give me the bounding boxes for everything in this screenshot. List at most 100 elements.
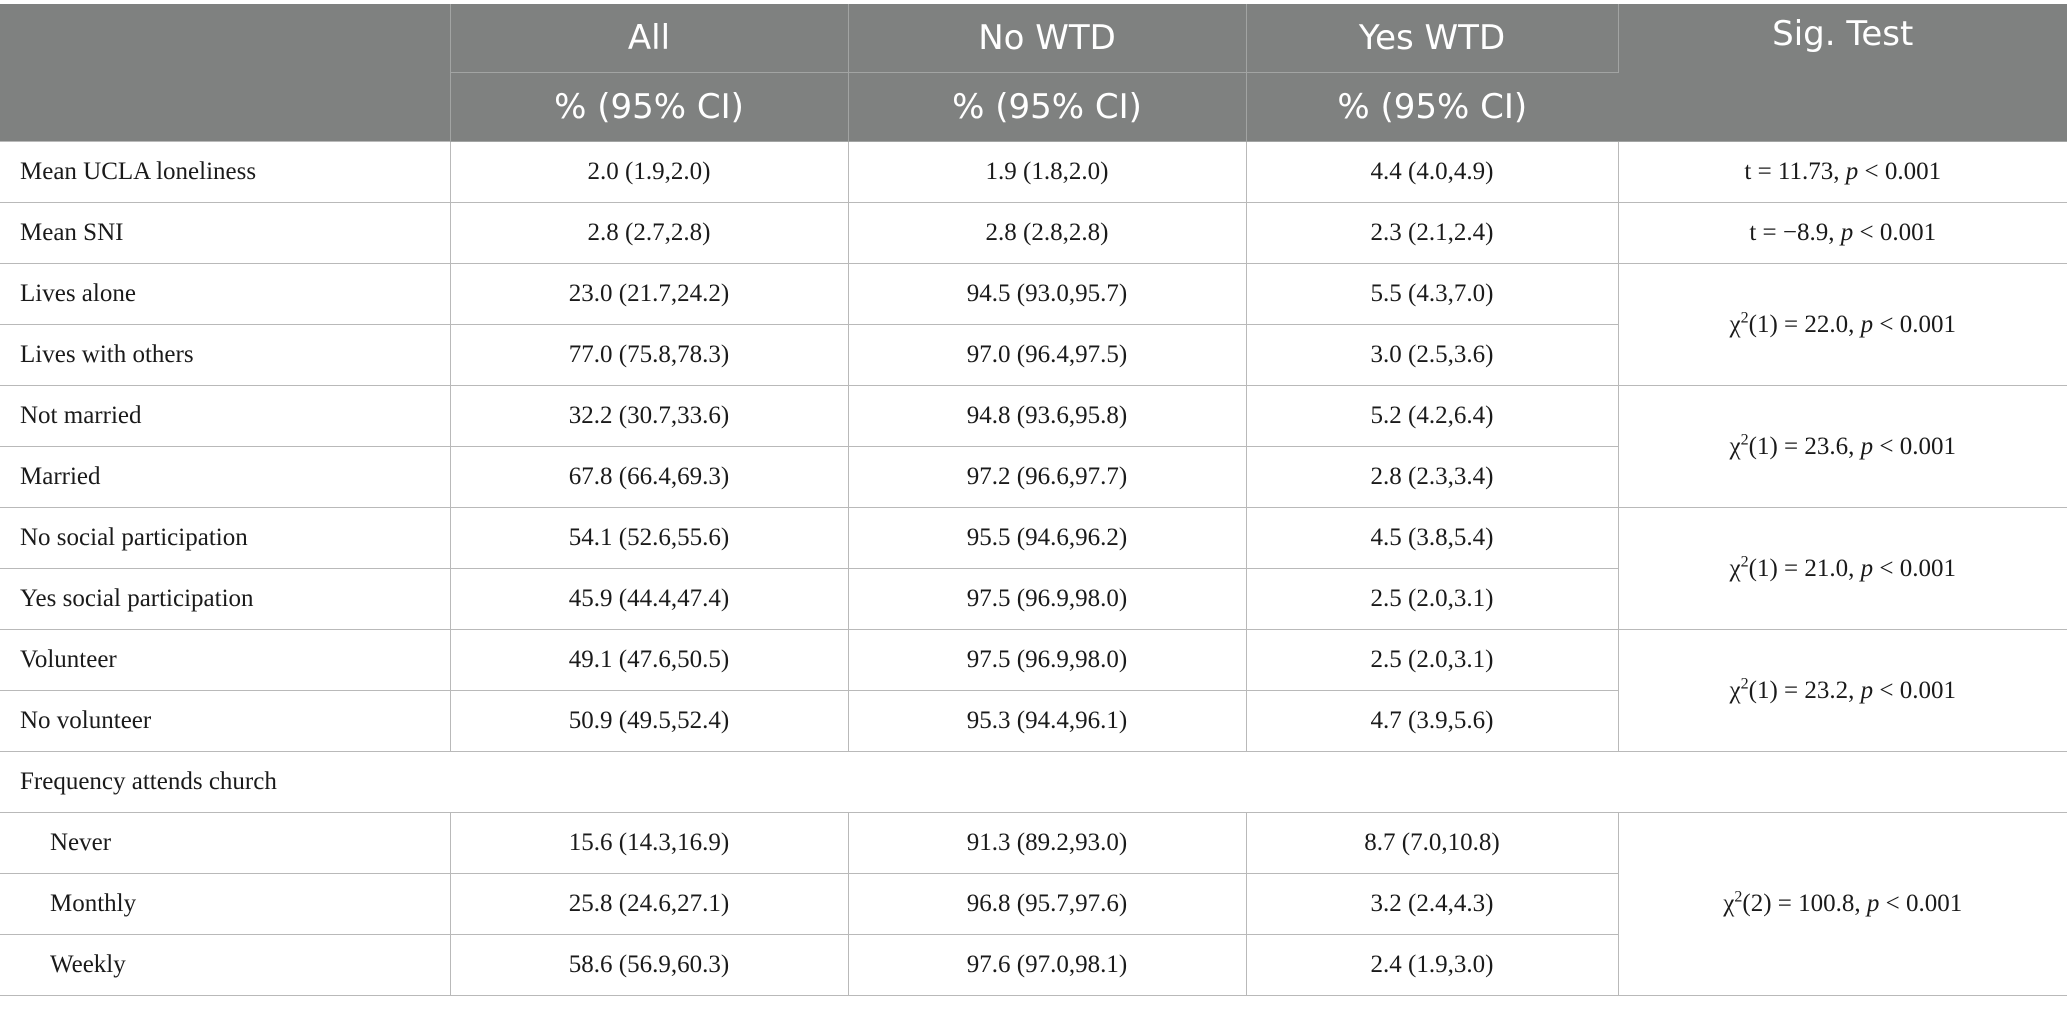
sig-text: (2) = 100.8, bbox=[1742, 890, 1867, 917]
header-blank bbox=[0, 4, 451, 142]
row-label: Volunteer bbox=[0, 629, 451, 691]
cell-yes-wtd: 3.0 (2.5,3.6) bbox=[1245, 324, 1618, 386]
cell-no-wtd: 96.8 (95.7,97.6) bbox=[847, 873, 1247, 935]
header-row: All No WTD Yes WTD Sig. Test bbox=[0, 4, 2067, 142]
section-row: Frequency attends church bbox=[0, 751, 2067, 813]
cell-sig-test: χ2(1) = 22.0, p < 0.001 bbox=[1617, 263, 2067, 386]
cell-sig-test: χ2(1) = 21.0, p < 0.001 bbox=[1617, 507, 2067, 630]
row-label: Lives with others bbox=[0, 324, 451, 386]
cell-all: 32.2 (30.7,33.6) bbox=[449, 385, 849, 447]
cell-all: 25.8 (24.6,27.1) bbox=[449, 873, 849, 935]
chi-symbol: χ bbox=[1729, 554, 1741, 582]
sig-p: p bbox=[1860, 310, 1874, 338]
sig-text: t = −8.9, bbox=[1749, 219, 1841, 246]
sig-text: < 0.001 bbox=[1873, 554, 1956, 582]
chi-symbol: χ bbox=[1729, 676, 1741, 704]
cell-all: 50.9 (49.5,52.4) bbox=[449, 690, 849, 752]
sig-p: p bbox=[1860, 554, 1874, 582]
cell-all: 77.0 (75.8,78.3) bbox=[449, 324, 849, 386]
cell-all: 45.9 (44.4,47.4) bbox=[449, 568, 849, 630]
cell-sig-test: t = 11.73, p < 0.001 bbox=[1617, 141, 2067, 203]
cell-yes-wtd: 5.2 (4.2,6.4) bbox=[1245, 385, 1619, 447]
row-label: Monthly bbox=[0, 873, 451, 935]
table-header: All No WTD Yes WTD Sig. Test % (95% CI) … bbox=[0, 4, 2067, 142]
chi-superscript: 2 bbox=[1740, 431, 1749, 449]
cell-no-wtd: 91.3 (89.2,93.0) bbox=[847, 812, 1247, 874]
chi-superscript: 2 bbox=[1734, 888, 1743, 906]
subheader-row: % (95% CI) % (95% CI) % (95% CI) bbox=[0, 72, 2067, 142]
cell-no-wtd: 95.5 (94.6,96.2) bbox=[847, 507, 1247, 569]
cell-all: 15.6 (14.3,16.9) bbox=[449, 812, 849, 874]
row-label: No social participation bbox=[0, 507, 451, 569]
table-body: Mean UCLA loneliness 2.0 (1.9,2.0) 1.9 (… bbox=[0, 141, 2067, 996]
cell-yes-wtd: 2.5 (2.0,3.1) bbox=[1245, 568, 1618, 630]
cell-all: 23.0 (21.7,24.2) bbox=[449, 263, 849, 325]
cell-all: 49.1 (47.6,50.5) bbox=[449, 629, 849, 691]
cell-yes-wtd: 4.7 (3.9,5.6) bbox=[1245, 690, 1618, 752]
cell-sig-test: χ2(2) = 100.8, p < 0.001 bbox=[1617, 812, 2067, 996]
table-row: Lives with others 77.0 (75.8,78.3) 97.0 … bbox=[0, 324, 2067, 386]
cell-all: 54.1 (52.6,55.6) bbox=[449, 507, 849, 569]
row-label: Lives alone bbox=[0, 263, 451, 325]
row-label: Not married bbox=[0, 385, 451, 447]
sig-text: < 0.001 bbox=[1879, 890, 1963, 917]
cell-yes-wtd: 5.5 (4.3,7.0) bbox=[1245, 263, 1619, 325]
table-row: No volunteer 50.9 (49.5,52.4) 95.3 (94.4… bbox=[0, 690, 2067, 752]
sig-text: t = 11.73, bbox=[1744, 158, 1846, 185]
cell-all: 58.6 (56.9,60.3) bbox=[449, 934, 849, 996]
row-label: Mean SNI bbox=[0, 202, 451, 264]
row-label: No volunteer bbox=[0, 690, 451, 752]
subheader-all: % (95% CI) bbox=[450, 72, 849, 142]
cell-sig-test: χ2(1) = 23.2, p < 0.001 bbox=[1617, 629, 2067, 752]
sig-text: (1) = 23.6, bbox=[1748, 432, 1861, 460]
sig-p: p bbox=[1860, 432, 1874, 460]
table-row: Never 15.6 (14.3,16.9) 91.3 (89.2,93.0) … bbox=[0, 812, 2067, 996]
subheader-yes-wtd: % (95% CI) bbox=[1246, 72, 1618, 142]
table-row: Monthly 25.8 (24.6,27.1) 96.8 (95.7,97.6… bbox=[0, 873, 2067, 935]
sig-text: (1) = 23.2, bbox=[1748, 676, 1861, 704]
cell-yes-wtd: 3.2 (2.4,4.3) bbox=[1245, 873, 1618, 935]
cell-yes-wtd: 2.4 (1.9,3.0) bbox=[1245, 934, 1618, 996]
cell-sig-test: χ2(1) = 23.6, p < 0.001 bbox=[1617, 385, 2067, 508]
header-yes-wtd: Yes WTD bbox=[1246, 4, 1619, 73]
cell-no-wtd: 97.2 (96.6,97.7) bbox=[847, 446, 1247, 508]
sig-text: < 0.001 bbox=[1858, 158, 1942, 185]
cell-yes-wtd: 2.8 (2.3,3.4) bbox=[1245, 446, 1618, 508]
row-label: Weekly bbox=[0, 934, 451, 996]
cell-all: 2.8 (2.7,2.8) bbox=[449, 202, 849, 264]
cell-yes-wtd: 2.5 (2.0,3.1) bbox=[1245, 629, 1619, 691]
row-label: Mean UCLA loneliness bbox=[0, 141, 451, 203]
sig-text: < 0.001 bbox=[1853, 219, 1937, 246]
row-label: Never bbox=[0, 812, 451, 874]
table-row: Not married 32.2 (30.7,33.6) 94.8 (93.6,… bbox=[0, 385, 2067, 508]
cell-no-wtd: 97.5 (96.9,98.0) bbox=[847, 629, 1247, 691]
chi-superscript: 2 bbox=[1740, 309, 1749, 327]
sig-p: p bbox=[1845, 158, 1859, 185]
sig-text: (1) = 21.0, bbox=[1748, 554, 1861, 582]
sig-p: p bbox=[1866, 890, 1880, 917]
cell-all: 67.8 (66.4,69.3) bbox=[449, 446, 849, 508]
table-row: Mean UCLA loneliness 2.0 (1.9,2.0) 1.9 (… bbox=[0, 141, 2067, 203]
row-label: Yes social participation bbox=[0, 568, 451, 630]
cell-yes-wtd: 8.7 (7.0,10.8) bbox=[1245, 812, 1619, 874]
chi-superscript: 2 bbox=[1740, 553, 1749, 571]
table-row: No social participation 54.1 (52.6,55.6)… bbox=[0, 507, 2067, 630]
sig-text: < 0.001 bbox=[1873, 432, 1956, 460]
sig-text: < 0.001 bbox=[1873, 310, 1956, 338]
sig-p: p bbox=[1840, 219, 1854, 246]
cell-no-wtd: 97.6 (97.0,98.1) bbox=[847, 934, 1247, 996]
chi-symbol: χ bbox=[1729, 310, 1741, 338]
table-row: Yes social participation 45.9 (44.4,47.4… bbox=[0, 568, 2067, 630]
cell-no-wtd: 2.8 (2.8,2.8) bbox=[847, 202, 1247, 264]
header-no-wtd: No WTD bbox=[848, 4, 1247, 73]
table-row: Lives alone 23.0 (21.7,24.2) 94.5 (93.0,… bbox=[0, 263, 2067, 386]
chi-symbol: χ bbox=[1723, 890, 1735, 917]
table-row: Married 67.8 (66.4,69.3) 97.2 (96.6,97.7… bbox=[0, 446, 2067, 508]
chi-superscript: 2 bbox=[1740, 675, 1749, 693]
cell-yes-wtd: 4.4 (4.0,4.9) bbox=[1245, 141, 1619, 203]
table-row: Volunteer 49.1 (47.6,50.5) 97.5 (96.9,98… bbox=[0, 629, 2067, 752]
subheader-no-wtd: % (95% CI) bbox=[848, 72, 1247, 142]
cell-no-wtd: 1.9 (1.8,2.0) bbox=[847, 141, 1247, 203]
cell-no-wtd: 94.8 (93.6,95.8) bbox=[847, 385, 1247, 447]
header-all: All bbox=[450, 4, 849, 73]
